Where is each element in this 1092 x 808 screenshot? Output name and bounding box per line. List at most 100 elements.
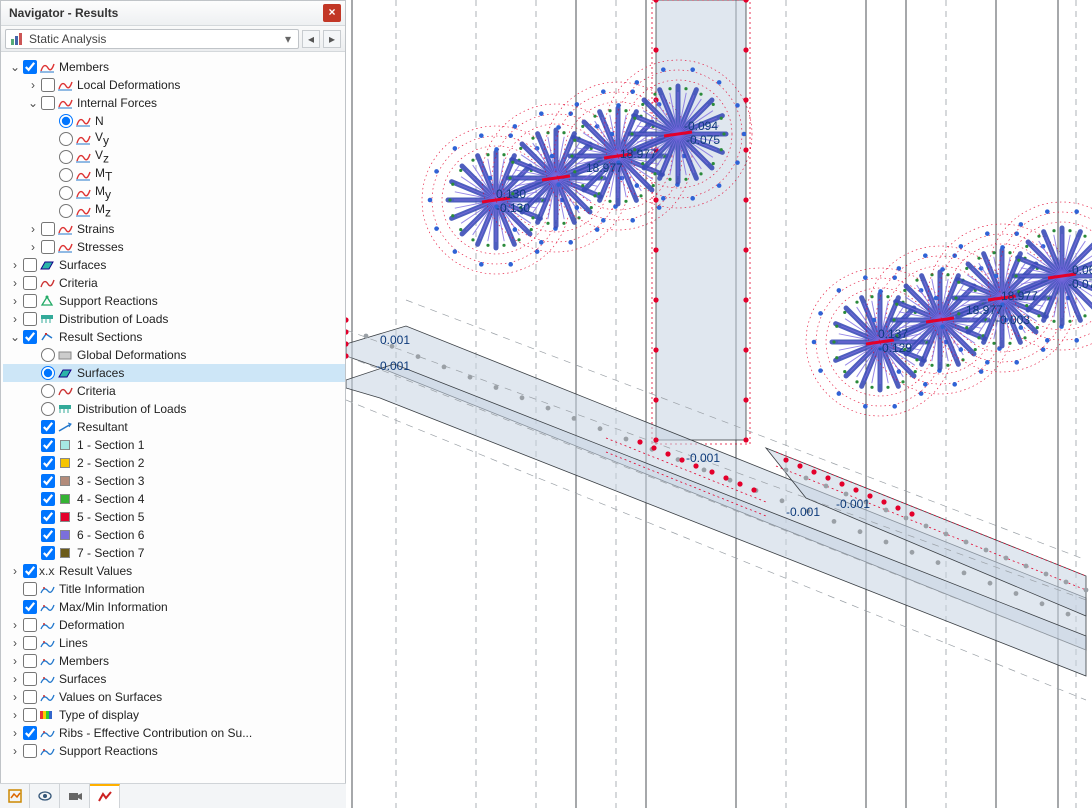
tree-row[interactable]: ·MT [3,166,345,184]
caret-closed-icon[interactable]: › [9,670,21,688]
tree-radio[interactable] [59,114,73,128]
tree-checkbox[interactable] [23,294,37,308]
caret-closed-icon[interactable]: › [9,724,21,742]
caret-closed-icon[interactable]: › [9,562,21,580]
caret-open-icon[interactable]: ⌄ [9,328,21,346]
tree-row[interactable]: ›Values on Surfaces [3,688,345,706]
tree-radio[interactable] [41,366,55,380]
tree-checkbox[interactable] [23,636,37,650]
tree-row[interactable]: ›Deformation [3,616,345,634]
tree-checkbox[interactable] [23,60,37,74]
tree-checkbox[interactable] [23,600,37,614]
tree-row[interactable]: ·Vz [3,148,345,166]
caret-open-icon[interactable]: ⌄ [27,94,39,112]
caret-closed-icon[interactable]: › [9,742,21,760]
tree-row[interactable]: ›x.xxResult Values [3,562,345,580]
tree-row[interactable]: ·5 - Section 5 [3,508,345,526]
tree-checkbox[interactable] [23,330,37,344]
close-icon[interactable]: × [323,4,341,22]
tree-checkbox[interactable] [41,474,55,488]
model-viewport[interactable]: -0.094-0.07518.97718.9770.130-0.130-0.06… [346,0,1092,808]
tree-checkbox[interactable] [41,78,55,92]
tree-checkbox[interactable] [23,726,37,740]
tree-checkbox[interactable] [41,546,55,560]
tree-row[interactable]: ·2 - Section 2 [3,454,345,472]
tree-checkbox[interactable] [41,420,55,434]
caret-closed-icon[interactable]: › [27,76,39,94]
caret-closed-icon[interactable]: › [9,292,21,310]
tree-radio[interactable] [59,168,73,182]
tree-row[interactable]: ⌄Internal Forces [3,94,345,112]
tree-checkbox[interactable] [23,654,37,668]
tree-radio[interactable] [59,150,73,164]
tree-checkbox[interactable] [23,312,37,326]
tree-row[interactable]: ›Criteria [3,274,345,292]
caret-closed-icon[interactable]: › [27,238,39,256]
tree-row[interactable]: ⌄Members [3,58,345,76]
caret-closed-icon[interactable]: › [9,634,21,652]
tree-checkbox[interactable] [41,492,55,506]
tab-data[interactable] [0,784,30,808]
caret-closed-icon[interactable]: › [9,274,21,292]
tree-row[interactable]: ·7 - Section 7 [3,544,345,562]
caret-open-icon[interactable]: ⌄ [9,58,21,76]
tree-row[interactable]: ·N [3,112,345,130]
tree-row[interactable]: ·4 - Section 4 [3,490,345,508]
caret-closed-icon[interactable]: › [9,652,21,670]
tree-radio[interactable] [41,384,55,398]
tree-row[interactable]: ·Mz [3,202,345,220]
tree-row[interactable]: ·Resultant [3,418,345,436]
tree-row[interactable]: ›Stresses [3,238,345,256]
tab-results[interactable] [90,784,120,808]
tree-row[interactable]: ·Surfaces [3,364,345,382]
tree-checkbox[interactable] [23,258,37,272]
tree-radio[interactable] [41,348,55,362]
tree-row[interactable]: ›Support Reactions [3,292,345,310]
tree-radio[interactable] [41,402,55,416]
analysis-combo[interactable]: Static Analysis ▾ [5,29,299,49]
caret-closed-icon[interactable]: › [27,220,39,238]
tree-checkbox[interactable] [23,744,37,758]
tree-checkbox[interactable] [41,240,55,254]
tree-row[interactable]: ›Type of display [3,706,345,724]
tree-row[interactable]: ›Members [3,652,345,670]
next-button[interactable]: ▸ [323,30,341,48]
tree-row[interactable]: ›Ribs - Effective Contribution on Su... [3,724,345,742]
tree-checkbox[interactable] [41,456,55,470]
tab-camera[interactable] [60,784,90,808]
tree-row[interactable]: ·Title Information [3,580,345,598]
tree-row[interactable]: ›Lines [3,634,345,652]
tree-row[interactable]: ›Strains [3,220,345,238]
tree-row[interactable]: ›Surfaces [3,670,345,688]
tree-row[interactable]: ·1 - Section 1 [3,436,345,454]
tree-checkbox[interactable] [41,528,55,542]
caret-closed-icon[interactable]: › [9,616,21,634]
tree-row[interactable]: ›Local Deformations [3,76,345,94]
tree-row[interactable]: ·My [3,184,345,202]
tree-row[interactable]: ·Criteria [3,382,345,400]
caret-closed-icon[interactable]: › [9,688,21,706]
tree-row[interactable]: ·6 - Section 6 [3,526,345,544]
tree-radio[interactable] [59,186,73,200]
tree-checkbox[interactable] [41,510,55,524]
caret-closed-icon[interactable]: › [9,256,21,274]
tree-row[interactable]: ·3 - Section 3 [3,472,345,490]
tree-row[interactable]: ›Surfaces [3,256,345,274]
tree-checkbox[interactable] [23,708,37,722]
tree-row[interactable]: ›Support Reactions [3,742,345,760]
tree-checkbox[interactable] [23,564,37,578]
tree-radio[interactable] [59,132,73,146]
tree-checkbox[interactable] [41,222,55,236]
tree-row[interactable]: ·Global Deformations [3,346,345,364]
prev-button[interactable]: ◂ [302,30,320,48]
caret-closed-icon[interactable]: › [9,310,21,328]
tree-row[interactable]: ·Vy [3,130,345,148]
tree-checkbox[interactable] [23,618,37,632]
tree-row[interactable]: ·Distribution of Loads [3,400,345,418]
tree-row[interactable]: ›Distribution of Loads [3,310,345,328]
tree-row[interactable]: ·Max/Min Information [3,598,345,616]
tree-checkbox[interactable] [41,96,55,110]
tree-checkbox[interactable] [23,672,37,686]
tree-row[interactable]: ⌄Result Sections [3,328,345,346]
tree-checkbox[interactable] [41,438,55,452]
